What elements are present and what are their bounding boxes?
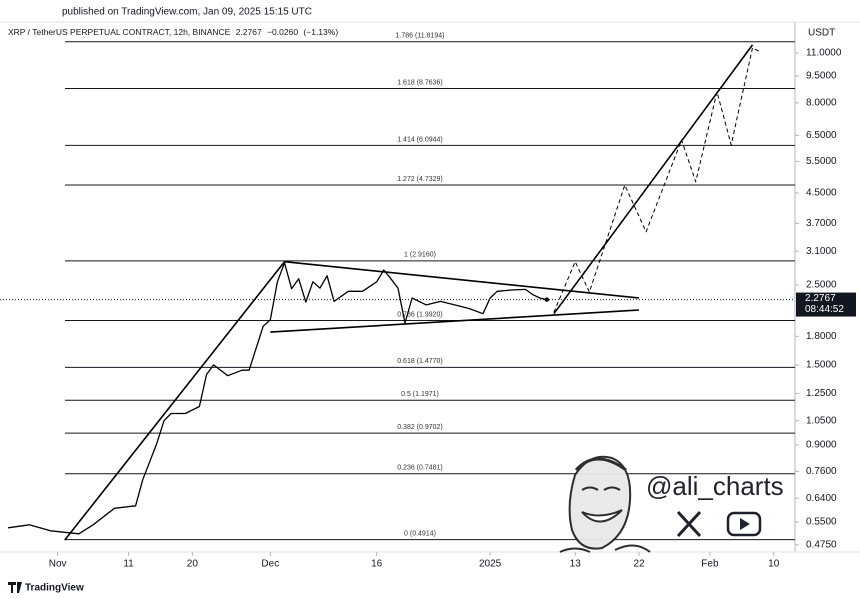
y-tick-label: 1.5000 bbox=[806, 360, 837, 371]
trendline bbox=[270, 309, 640, 333]
x-tick-label: 20 bbox=[187, 559, 199, 570]
fib-label: 1.618 (8.7636) bbox=[397, 79, 443, 86]
fib-label: 0 (0.4914) bbox=[404, 530, 436, 537]
y-tick-label: 0.7600 bbox=[806, 466, 837, 477]
projection-line bbox=[553, 47, 760, 313]
y-tick-label: 11.0000 bbox=[806, 48, 842, 59]
symbol-line: XRP / TetherUS PERPETUAL CONTRACT, 12h, … bbox=[8, 27, 338, 37]
x-tick-label: 2025 bbox=[479, 559, 502, 570]
y-tick-label: 3.1000 bbox=[806, 246, 837, 257]
symbol: XRP / TetherUS PERPETUAL CONTRACT, 12h, … bbox=[8, 27, 231, 37]
fib-label: 0.786 (1.9920) bbox=[397, 311, 443, 318]
price-tag-value: 2.2767 bbox=[805, 293, 836, 304]
published-note: published on TradingView.com, Jan 09, 20… bbox=[62, 7, 312, 18]
y-tick-label: 3.7000 bbox=[806, 218, 837, 229]
fib-label: 0.236 (0.7481) bbox=[397, 465, 443, 472]
trendline bbox=[284, 260, 640, 299]
fib-label: 1.786 (11.8194) bbox=[396, 33, 445, 40]
y-tick-label: 2.5000 bbox=[806, 280, 837, 291]
y-tick-label: 4.5000 bbox=[806, 188, 837, 199]
axis-unit: USDT bbox=[808, 28, 835, 39]
y-tick-label: 1.2500 bbox=[806, 388, 837, 399]
y-tick-label: 1.8000 bbox=[806, 331, 837, 342]
price-tag-countdown: 08:44:52 bbox=[805, 304, 844, 315]
plot-area: 1.786 (11.8194) 1.618 (8.7636) 1.414 (6.09… bbox=[0, 33, 856, 570]
watermark: @ali_charts bbox=[559, 455, 784, 553]
x-tick-label: 13 bbox=[570, 559, 582, 570]
x-tick-label: 11 bbox=[123, 559, 134, 570]
brand-logo bbox=[8, 582, 22, 593]
grin bbox=[581, 509, 623, 523]
fib-label: 0.382 (0.9702) bbox=[397, 424, 443, 431]
y-tick-label: 0.5500 bbox=[806, 517, 837, 528]
change: −0.0260 bbox=[267, 27, 298, 37]
last-price: 2.2767 bbox=[236, 27, 262, 37]
fib-label: 0.5 (1.1971) bbox=[401, 391, 439, 398]
price-line bbox=[7, 262, 547, 535]
eyes bbox=[581, 486, 621, 491]
x-tick-label: 10 bbox=[768, 559, 780, 570]
trendline bbox=[64, 261, 286, 541]
video-icon-play bbox=[740, 518, 750, 530]
price-tag bbox=[796, 292, 856, 317]
fib-label: 1.272 (4.7329) bbox=[397, 176, 443, 183]
x-tick-label: Feb bbox=[701, 559, 719, 570]
x-tick-label: 22 bbox=[633, 559, 645, 570]
y-tick-label: 0.4750 bbox=[806, 540, 837, 551]
fib-label: 1 (2.9160) bbox=[404, 252, 436, 259]
y-tick-label: 0.6400 bbox=[806, 493, 837, 504]
brand: TradingView bbox=[25, 583, 84, 594]
face bbox=[568, 455, 632, 550]
y-tick-label: 8.0000 bbox=[806, 97, 837, 108]
x-tick-label: Dec bbox=[261, 559, 279, 570]
x-icon bbox=[676, 510, 702, 538]
change-pct: (−1.13%) bbox=[303, 27, 338, 37]
shoulders bbox=[559, 544, 651, 553]
y-tick-label: 1.0500 bbox=[806, 415, 837, 426]
video-icon bbox=[726, 511, 762, 537]
trendline bbox=[553, 44, 754, 315]
hair bbox=[574, 457, 627, 472]
y-tick-label: 9.5000 bbox=[806, 71, 837, 82]
x-tick-label: 16 bbox=[371, 559, 383, 570]
y-tick-label: 6.5000 bbox=[806, 130, 837, 141]
handle: @ali_charts bbox=[646, 471, 784, 501]
y-tick-label: 5.5000 bbox=[806, 156, 837, 167]
x-tick-label: Nov bbox=[49, 559, 67, 570]
fib-label: 1.414 (6.0944) bbox=[397, 136, 443, 143]
fib-label: 0.618 (1.4770) bbox=[397, 358, 443, 365]
y-tick-label: 0.9000 bbox=[806, 440, 837, 451]
